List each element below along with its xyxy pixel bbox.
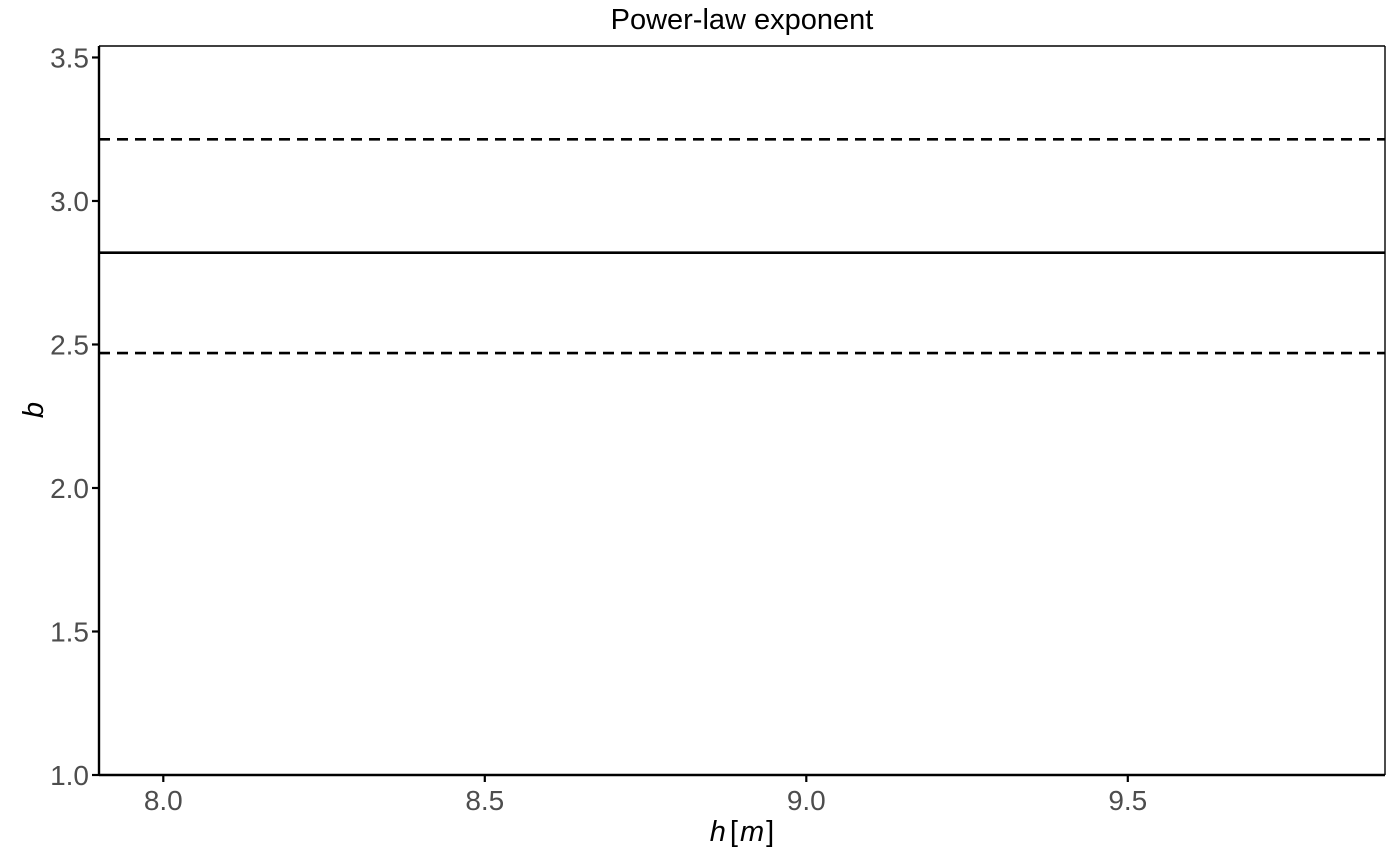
x-axis-title-open-bracket: [: [730, 816, 738, 848]
y-axis-title: b: [18, 402, 50, 418]
x-axis-title-variable: h: [710, 816, 726, 848]
x-tick-label: 9.5: [1108, 785, 1147, 816]
y-tick-label: 2.0: [50, 473, 89, 504]
y-tick-label: 2.5: [50, 329, 89, 360]
x-tick-label: 8.0: [144, 785, 183, 816]
y-axis-ticks: 1.0 1.5 2.0 2.5 3.0 3.5: [50, 42, 99, 791]
plot-panel: [97, 45, 1386, 777]
x-tick-label: 9.0: [787, 785, 826, 816]
x-axis-ticks: 8.0 8.5 9.0 9.5: [144, 775, 1147, 816]
y-tick-label: 1.5: [50, 616, 89, 647]
chart-title: Power-law exponent: [611, 4, 874, 36]
x-tick-label: 8.5: [465, 785, 504, 816]
x-axis-title: h [m]: [710, 816, 774, 848]
series-layer: [99, 137, 1385, 355]
x-axis-title-unit: m: [740, 816, 764, 848]
x-axis-title-close-bracket: ]: [766, 816, 774, 848]
y-tick-label: 1.0: [50, 760, 89, 791]
panel-background: [99, 46, 1385, 775]
y-tick-label: 3.5: [50, 42, 89, 73]
y-tick-label: 3.0: [50, 186, 89, 217]
